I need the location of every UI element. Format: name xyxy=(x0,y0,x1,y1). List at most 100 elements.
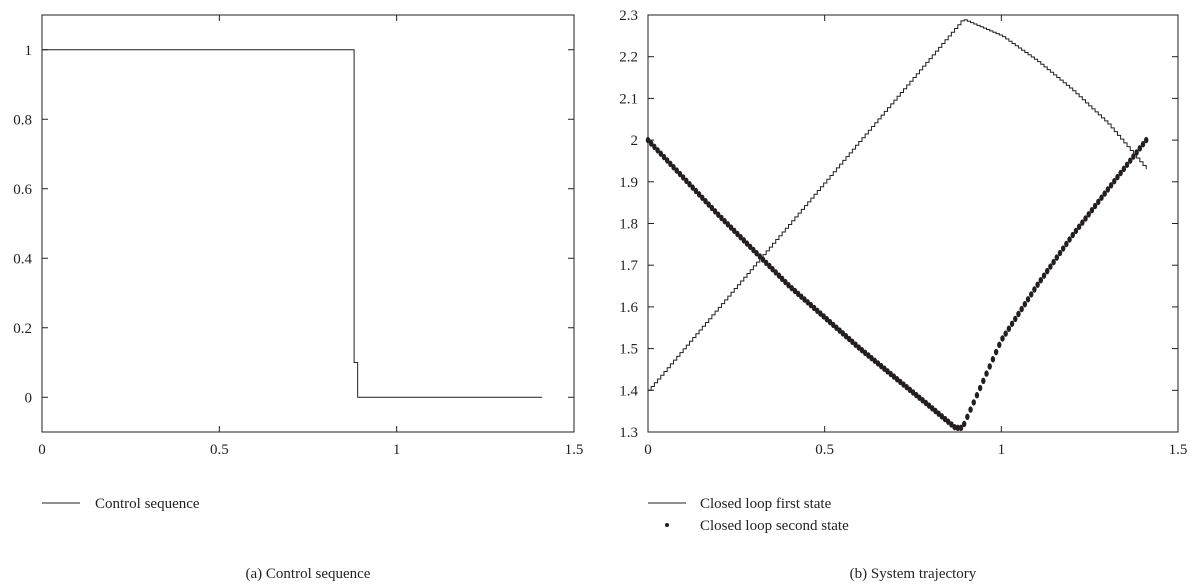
series-point xyxy=(872,357,877,364)
series-line xyxy=(648,19,1147,391)
series-point xyxy=(808,301,814,309)
series-point xyxy=(1073,227,1079,235)
series-point xyxy=(747,243,753,250)
series-point xyxy=(1038,276,1044,284)
x-tick-label: 1 xyxy=(998,442,1006,458)
y-tick-label: 0.6 xyxy=(13,182,32,198)
series-point xyxy=(977,384,983,392)
series-point xyxy=(783,278,788,286)
series-point xyxy=(674,167,679,174)
series-point xyxy=(671,164,676,171)
y-tick-label: 2 xyxy=(631,133,639,149)
y-tick-label: 1.8 xyxy=(619,217,638,233)
plot-area-a xyxy=(42,49,543,398)
series-point xyxy=(920,397,925,404)
series-point xyxy=(961,420,967,428)
x-tick-label: 0.5 xyxy=(210,442,229,458)
series-point xyxy=(949,421,954,428)
series-point xyxy=(802,296,807,303)
series-point xyxy=(795,290,801,298)
series-point xyxy=(933,407,938,415)
series-point xyxy=(1137,145,1143,152)
series-point xyxy=(869,354,874,362)
series-point xyxy=(907,386,913,393)
axis-ticks-b: 0 0.5 1 1.5 1.3 1.4 1.5 1.6 1.7 1.8 1.9 2 2.1 2.2 2.3 xyxy=(619,8,1187,458)
series-point xyxy=(993,348,999,356)
series-point xyxy=(997,341,1002,349)
series-point xyxy=(914,391,919,399)
series-point xyxy=(1083,215,1088,222)
series-point xyxy=(1124,161,1130,168)
series-point xyxy=(728,224,734,231)
series-point xyxy=(885,368,890,375)
series-point xyxy=(1016,310,1021,318)
series-point xyxy=(648,140,654,147)
series-point xyxy=(1013,315,1018,323)
series-point xyxy=(1035,281,1040,288)
series-point xyxy=(1048,263,1053,270)
series-point xyxy=(811,304,817,312)
series-point xyxy=(1064,240,1069,248)
y-tick-label: 1.3 xyxy=(619,425,638,441)
series-point xyxy=(680,174,686,181)
series-point xyxy=(763,259,769,267)
series-point xyxy=(984,370,989,377)
x-tick-label: 1.5 xyxy=(1169,442,1188,458)
series-point xyxy=(821,313,826,320)
series-point xyxy=(805,299,810,306)
x-tick-label: 1.5 xyxy=(565,442,584,458)
series-point xyxy=(767,262,772,270)
series-point xyxy=(1022,300,1028,308)
series-point xyxy=(1086,211,1091,218)
series-point xyxy=(751,246,756,254)
x-tick-label: 1 xyxy=(393,442,401,458)
series-point xyxy=(840,330,846,337)
series-point xyxy=(1080,219,1085,226)
series-point xyxy=(741,237,747,244)
legend-label: Closed loop first state xyxy=(700,496,832,512)
series-point xyxy=(831,321,836,329)
series-point xyxy=(898,378,903,386)
series-point xyxy=(655,147,660,154)
series-point xyxy=(754,250,759,257)
series-point xyxy=(1045,267,1050,275)
series-point xyxy=(834,324,839,331)
series-point xyxy=(1041,272,1047,279)
series-point xyxy=(1070,231,1075,239)
series-point xyxy=(799,293,804,300)
y-tick-label: 1.9 xyxy=(619,175,638,191)
series-point xyxy=(779,275,785,283)
series-point xyxy=(987,363,992,370)
panel-b: 0 0.5 1 1.51.31.41.51.61.71.81.922.12.22.3 … xyxy=(619,8,1187,582)
caption-b: (b) System trajectory xyxy=(850,566,977,582)
series-point xyxy=(706,201,711,208)
series-point xyxy=(866,352,871,359)
series-point xyxy=(946,418,951,425)
series-point xyxy=(853,341,858,348)
series-point xyxy=(824,316,830,323)
series-point xyxy=(843,333,849,340)
panel-a: 0 0.5 1 1.500.20.40.60.81 Control sequence … xyxy=(13,14,583,582)
axis-ticks-a: 0 0.5 1 1.5 0 0.2 0.4 0.6 0.8 1 xyxy=(13,15,583,458)
series-point xyxy=(1112,178,1117,185)
series-point xyxy=(968,406,973,413)
series-point xyxy=(862,349,868,357)
series-point xyxy=(971,399,976,406)
series-point xyxy=(1025,296,1031,303)
x-tick-label: 0.5 xyxy=(815,442,834,458)
series-point xyxy=(722,217,727,225)
series-point xyxy=(955,424,960,432)
series-point xyxy=(1089,206,1095,214)
series-point xyxy=(827,318,833,326)
series-point xyxy=(1099,194,1104,201)
series-point xyxy=(1108,182,1114,189)
series-point xyxy=(725,221,731,228)
series-point xyxy=(1102,190,1107,197)
series-point xyxy=(1140,141,1146,148)
y-tick-label: 0 xyxy=(25,390,33,406)
series-point xyxy=(712,208,718,215)
series-point xyxy=(1115,173,1120,181)
series-point xyxy=(818,310,823,317)
series-point xyxy=(786,282,791,289)
series-point xyxy=(1029,291,1034,298)
